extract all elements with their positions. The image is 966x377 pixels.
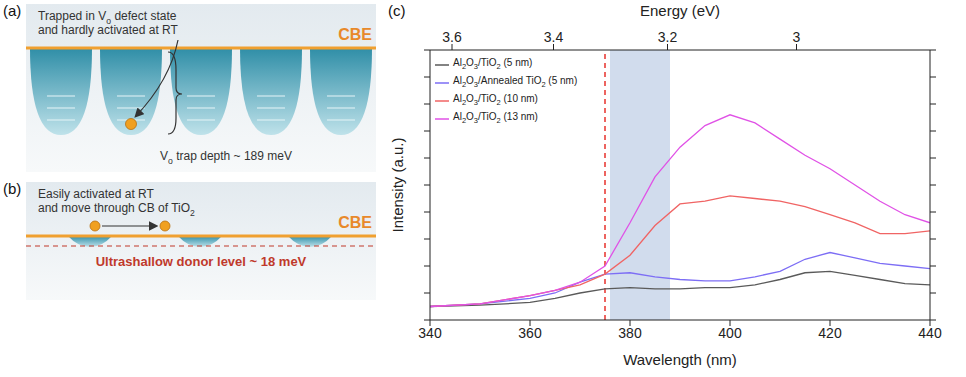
svg-text:360: 360 — [518, 325, 542, 341]
html-text:Al2O3/TiO2(5 nm): Al2O3/TiO2(5 nm) — [453, 57, 533, 71]
svg-text:Easily activated at RT: Easily activated at RT — [38, 187, 154, 201]
svg-text:CBE: CBE — [338, 26, 372, 43]
html-text:(c): (c) — [388, 2, 406, 19]
svg-text:340: 340 — [418, 325, 442, 341]
svg-text:3: 3 — [793, 29, 801, 45]
html-text:Al2O3/TiO2(13 nm): Al2O3/TiO2(13 nm) — [453, 111, 538, 125]
svg-text:Intensity (a.u.): Intensity (a.u.) — [389, 137, 406, 232]
html-text:Trapped in Vodefect state: Trapped in Vodefect state — [38, 9, 177, 26]
svg-text:Ultrashallow donor level ~ 18: Ultrashallow donor level ~ 18 meV — [96, 254, 307, 269]
svg-text:(b): (b) — [3, 180, 21, 197]
svg-text:and move through CB of TiO2: and move through CB of TiO2 — [38, 201, 195, 218]
svg-text:Wavelength (nm): Wavelength (nm) — [623, 351, 737, 368]
svg-text:380: 380 — [618, 325, 642, 341]
svg-text:3.4: 3.4 — [544, 29, 564, 45]
svg-text:Vo trap depth ~ 189 meV: Vo trap depth ~ 189 meV — [160, 149, 292, 166]
svg-text:CBE: CBE — [338, 214, 372, 231]
svg-text:3.6: 3.6 — [442, 29, 462, 45]
svg-text:440: 440 — [918, 325, 942, 341]
svg-text:3.2: 3.2 — [658, 29, 678, 45]
svg-text:420: 420 — [818, 325, 842, 341]
html-text:Al2O3/TiO2(10 nm): Al2O3/TiO2(10 nm) — [453, 93, 538, 107]
html-text:Al2O3/Annealed TiO2(5 nm): Al2O3/Annealed TiO2(5 nm) — [453, 75, 578, 89]
svg-text:400: 400 — [718, 325, 742, 341]
svg-text:and hardly activated at RT: and hardly activated at RT — [38, 23, 179, 37]
svg-text:(a): (a) — [3, 2, 21, 19]
svg-text:Energy (eV): Energy (eV) — [640, 2, 720, 19]
